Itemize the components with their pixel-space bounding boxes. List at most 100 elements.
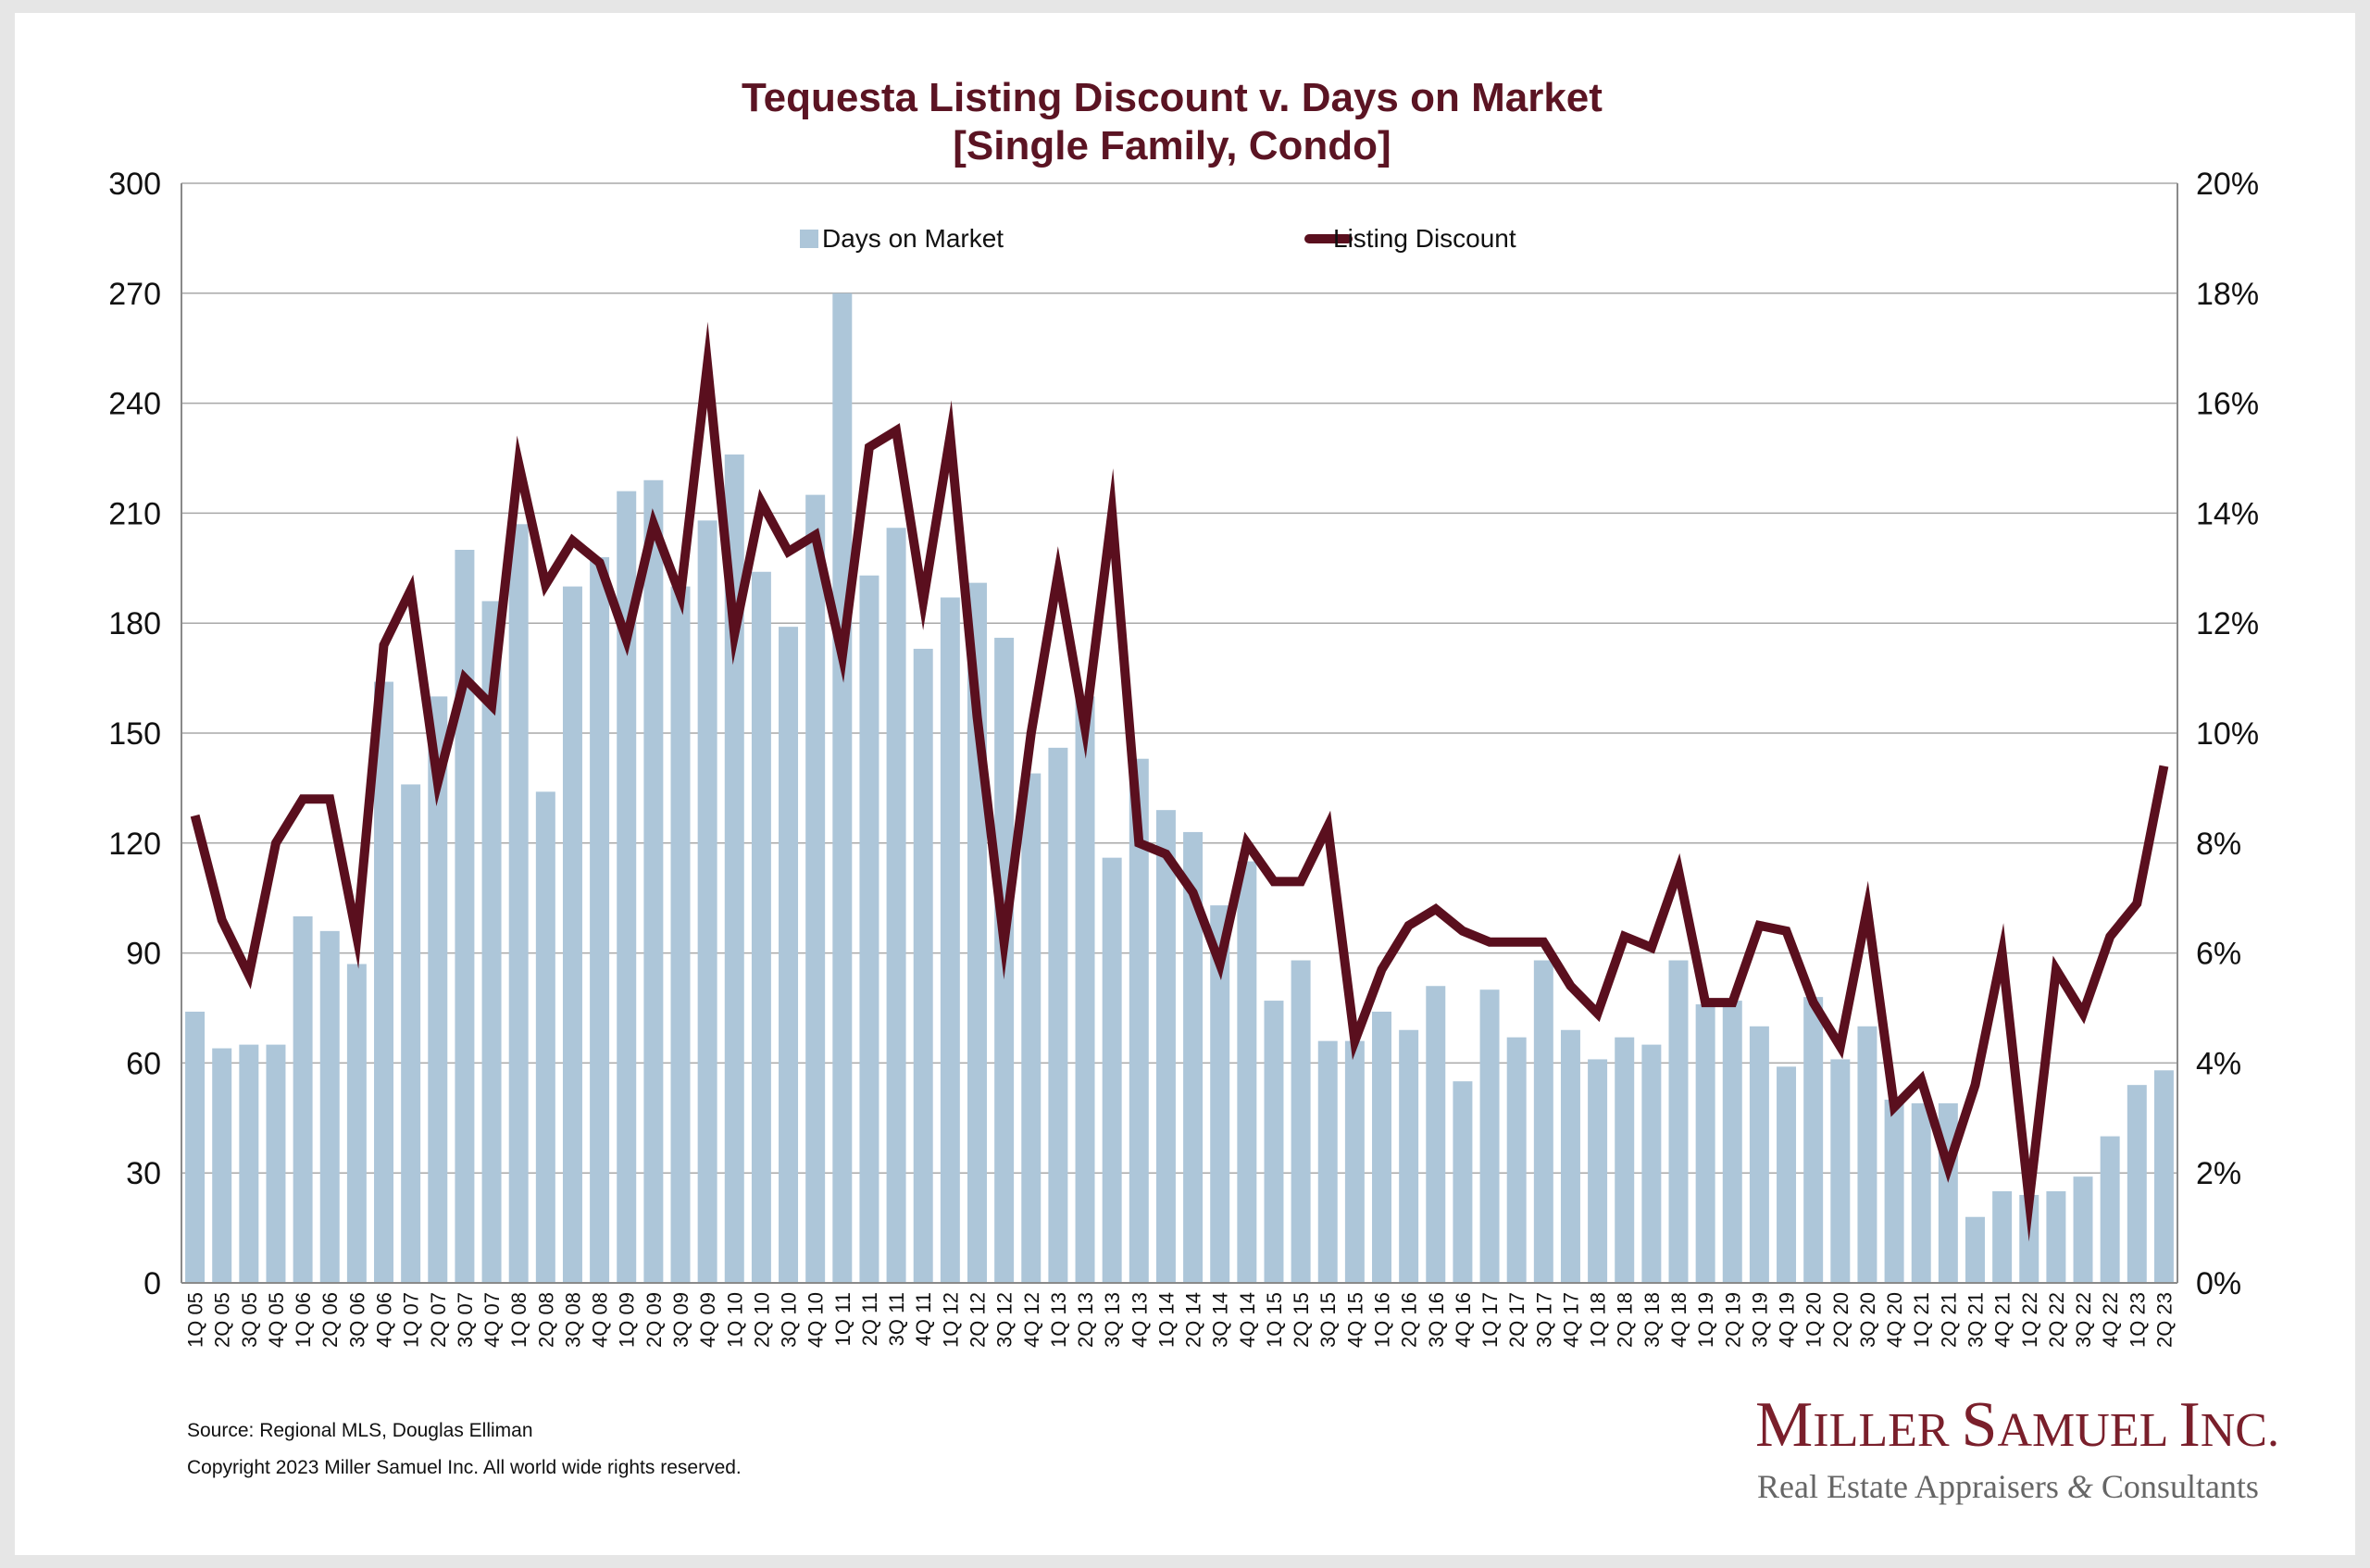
x-tick-label: 1Q 09 [616, 1292, 639, 1348]
bar [670, 586, 691, 1283]
bar [1777, 1066, 1797, 1283]
x-tick-label: 4Q 17 [1560, 1292, 1583, 1348]
x-tick-label: 3Q 13 [1101, 1292, 1124, 1348]
bar [1749, 1026, 1769, 1283]
x-tick-label: 3Q 16 [1425, 1292, 1448, 1348]
x-tick-label: 3Q 18 [1640, 1292, 1664, 1348]
y-right-tick-label: 0% [2196, 1266, 2241, 1301]
y-left-tick-label: 300 [108, 167, 161, 202]
x-tick-label: 2Q 09 [642, 1292, 666, 1348]
x-tick-label: 3Q 19 [1748, 1292, 1771, 1348]
bar [185, 1011, 206, 1283]
bar [1641, 1044, 1662, 1283]
axes [181, 183, 2178, 1284]
x-tick-label: 2Q 18 [1614, 1292, 1637, 1348]
y-left-tick-label: 60 [126, 1046, 161, 1081]
bar [859, 575, 879, 1283]
bar [1183, 831, 1204, 1283]
bar [724, 454, 744, 1283]
bar [1426, 986, 1446, 1283]
y-left-tick-label: 210 [108, 496, 161, 531]
legend-swatch-days-on-market [800, 230, 818, 248]
y-right-tick-label: 4% [2196, 1046, 2241, 1081]
x-tick-label: 2Q 06 [318, 1292, 342, 1348]
bar [239, 1044, 259, 1283]
bar [1399, 1029, 1419, 1283]
y-right-tick-label: 10% [2196, 716, 2259, 752]
y-right-tick-label: 20% [2196, 167, 2259, 202]
x-tick-label: 1Q 22 [2018, 1292, 2041, 1348]
x-tick-label: 4Q 18 [1667, 1292, 1690, 1348]
legend-label-listing-discount: Listing Discount [1333, 224, 1516, 253]
svg-text:Real Estate Appraisers & Consu: Real Estate Appraisers & Consultants [1757, 1468, 2259, 1505]
y-right-tick-label: 8% [2196, 827, 2241, 862]
x-tick-label: 2Q 08 [534, 1292, 557, 1348]
x-tick-label: 2Q 11 [858, 1292, 881, 1346]
x-tick-label: 3Q 10 [778, 1292, 801, 1348]
x-tick-label: 1Q 19 [1694, 1292, 1717, 1348]
bar [2046, 1191, 2066, 1283]
x-tick-label: 3Q 17 [1532, 1292, 1555, 1348]
bar [455, 550, 475, 1283]
x-tick-label: 1Q 06 [292, 1292, 315, 1348]
bar [1021, 773, 1042, 1283]
bar [1479, 989, 1500, 1283]
bar [832, 292, 853, 1283]
bar [1588, 1059, 1608, 1283]
bar [293, 916, 313, 1283]
x-tick-label: 4Q 06 [373, 1292, 396, 1348]
bar [617, 491, 637, 1283]
x-tick-label: 4Q 11 [912, 1292, 935, 1346]
x-axis-ticks: 1Q 05 2Q 05 3Q 05 4Q 05 1Q 06 2Q 06 3Q 06 4Q 06… [184, 1292, 2177, 1348]
bar [508, 524, 529, 1283]
x-tick-label: 2Q 05 [211, 1292, 234, 1348]
bar [1533, 960, 1553, 1283]
bar [1803, 997, 1824, 1283]
bar [1048, 747, 1068, 1283]
bar [1344, 1040, 1365, 1283]
source-note: Source: Regional MLS, Douglas Elliman [187, 1420, 533, 1441]
bar [1453, 1081, 1473, 1283]
bar [1264, 1001, 1284, 1283]
y-left-tick-label: 180 [108, 606, 161, 641]
x-tick-label: 4Q 13 [1128, 1292, 1151, 1348]
legend-label-days-on-market: Days on Market [822, 224, 1004, 253]
bar [1695, 1004, 1715, 1283]
chart-title: Tequesta Listing Discount v. Days on Mar… [742, 75, 1603, 120]
svg-text:MILLER SAMUEL INC.: MILLER SAMUEL INC. [1755, 1389, 2279, 1461]
legend: Days on Market Listing Discount [800, 224, 1516, 253]
bar [346, 964, 367, 1283]
y-left-tick-label: 150 [108, 716, 161, 752]
y-left-tick-label: 240 [108, 387, 161, 422]
x-tick-label: 4Q 15 [1343, 1292, 1366, 1348]
bar [535, 791, 555, 1283]
x-tick-label: 1Q 23 [2126, 1292, 2149, 1348]
x-tick-label: 4Q 08 [589, 1292, 612, 1348]
x-tick-label: 3Q 14 [1209, 1292, 1232, 1348]
bar [1506, 1037, 1527, 1283]
x-tick-label: 3Q 09 [669, 1292, 692, 1348]
chart-subtitle: [Single Family, Condo] [953, 123, 1391, 168]
bar [374, 681, 394, 1283]
x-tick-label: 3Q 20 [1856, 1292, 1879, 1348]
bar [1129, 758, 1149, 1283]
x-tick-label: 1Q 11 [831, 1292, 854, 1346]
line-path [190, 321, 2169, 1242]
x-tick-label: 1Q 13 [1047, 1292, 1070, 1348]
x-tick-label: 3Q 22 [2072, 1292, 2095, 1348]
copyright-note: Copyright 2023 Miller Samuel Inc. All wo… [187, 1457, 742, 1478]
bar [805, 494, 826, 1283]
bar [643, 479, 664, 1283]
y-left-tick-label: 270 [108, 277, 161, 312]
y-right-tick-label: 18% [2196, 277, 2259, 312]
bar [697, 520, 717, 1283]
x-tick-label: 3Q 07 [454, 1292, 477, 1348]
bar-series-days-on-market [185, 292, 2174, 1283]
x-tick-label: 3Q 06 [345, 1292, 368, 1348]
x-tick-label: 4Q 16 [1452, 1292, 1475, 1348]
y-right-tick-label: 16% [2196, 387, 2259, 422]
bar [2100, 1136, 2120, 1283]
bar [1372, 1011, 1392, 1283]
bar [913, 648, 933, 1283]
x-tick-label: 3Q 12 [993, 1292, 1017, 1348]
